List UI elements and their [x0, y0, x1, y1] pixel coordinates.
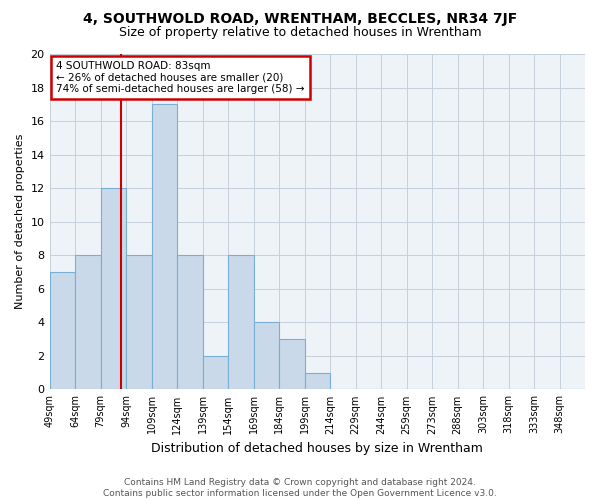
- Bar: [152, 104, 177, 390]
- Bar: [126, 256, 152, 390]
- Y-axis label: Number of detached properties: Number of detached properties: [15, 134, 25, 310]
- Bar: [177, 256, 203, 390]
- Text: Contains HM Land Registry data © Crown copyright and database right 2024.
Contai: Contains HM Land Registry data © Crown c…: [103, 478, 497, 498]
- Text: 4 SOUTHWOLD ROAD: 83sqm
← 26% of detached houses are smaller (20)
74% of semi-de: 4 SOUTHWOLD ROAD: 83sqm ← 26% of detache…: [56, 60, 305, 94]
- Bar: [203, 356, 228, 390]
- Bar: [254, 322, 279, 390]
- Bar: [305, 372, 330, 390]
- Text: 4, SOUTHWOLD ROAD, WRENTHAM, BECCLES, NR34 7JF: 4, SOUTHWOLD ROAD, WRENTHAM, BECCLES, NR…: [83, 12, 517, 26]
- X-axis label: Distribution of detached houses by size in Wrentham: Distribution of detached houses by size …: [151, 442, 483, 455]
- Text: Size of property relative to detached houses in Wrentham: Size of property relative to detached ho…: [119, 26, 481, 39]
- Bar: [75, 256, 101, 390]
- Bar: [101, 188, 126, 390]
- Bar: [228, 256, 254, 390]
- Bar: [50, 272, 75, 390]
- Bar: [279, 339, 305, 390]
